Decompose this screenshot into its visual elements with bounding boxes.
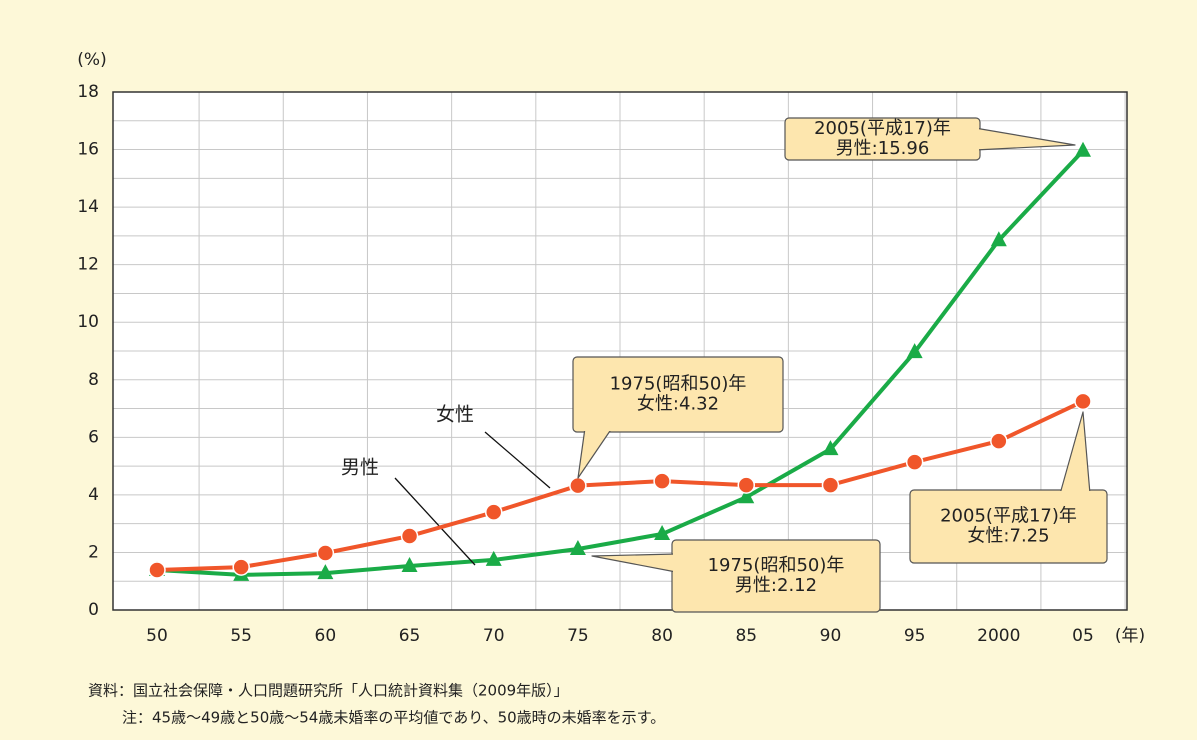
note: 注：45歳～49歳と50歳～54歳未婚率の平均値であり、50歳時の未婚率を示す。 (122, 709, 665, 727)
y-tick-label: 16 (77, 140, 99, 160)
x-tick-label: 2000 (977, 626, 1020, 646)
marker-circle (316, 544, 335, 562)
marker-circle (653, 472, 671, 490)
label-leader (394, 477, 476, 566)
callout-text: 2005(平成17)年 (940, 506, 1077, 527)
plot-frame (112, 91, 1128, 611)
x-tick-label: 55 (230, 626, 252, 646)
callout-cover (911, 491, 1106, 562)
series-line (156, 399, 1084, 572)
marker-triangle (654, 525, 671, 541)
series-label: 男性 (341, 457, 379, 479)
marker-circle (400, 527, 419, 545)
callout-pointer (1059, 411, 1091, 495)
y-tick-label: 6 (88, 427, 99, 447)
x-tick-label: 85 (735, 626, 757, 646)
series-label: 女性 (436, 404, 474, 426)
marker-triangle (990, 231, 1007, 247)
label-leader (484, 431, 551, 489)
marker-triangle (485, 550, 502, 566)
marker-triangle (401, 556, 418, 572)
callout: 1975(昭和50)年男性:2.12 (591, 539, 881, 613)
marker-circle (484, 503, 503, 521)
x-tick-label: 05 (1072, 626, 1094, 646)
marker-circle (821, 476, 840, 494)
x-tick-label: 90 (820, 626, 842, 646)
callout: 2005(平成17)年女性:7.25 (909, 411, 1108, 564)
x-tick-label: 50 (146, 626, 168, 646)
callout-text: 女性:7.25 (967, 526, 1049, 547)
marker-circle (1074, 392, 1092, 411)
marker-triangle (738, 488, 755, 504)
y-tick-label: 18 (77, 82, 99, 102)
x-tick-label: 95 (904, 626, 926, 646)
marker-triangle (906, 343, 923, 359)
callout-pointer (591, 553, 677, 573)
callout: 1975(昭和50)年女性:4.32 (572, 356, 784, 479)
callout-cover (786, 119, 979, 159)
marker-circle (232, 558, 250, 576)
callout-text: 女性:4.32 (637, 394, 719, 415)
y-tick-label: 2 (88, 542, 99, 562)
marker-triangle (822, 440, 839, 456)
y-axis-label: (%) (77, 50, 106, 70)
callout-text: 男性:15.96 (836, 138, 930, 159)
callout-pointer (974, 127, 1076, 151)
callout-text: 2005(平成17)年 (814, 118, 951, 139)
marker-triangle (1075, 141, 1091, 157)
x-tick-label: 65 (399, 626, 421, 646)
marker-triangle (569, 539, 586, 555)
callout-text: 1975(昭和50)年 (708, 555, 845, 576)
series-line (156, 149, 1085, 577)
callout-cover (673, 541, 879, 611)
y-tick-label: 8 (88, 370, 99, 390)
y-tick-label: 10 (77, 312, 99, 332)
callout: 2005(平成17)年男性:15.96 (784, 117, 1076, 161)
y-tick-label: 0 (88, 600, 99, 620)
callout-text: 男性:2.12 (735, 575, 817, 596)
marker-circle (990, 432, 1008, 450)
marker-circle (148, 561, 166, 579)
y-tick-label: 12 (77, 255, 99, 275)
x-tick-label: 75 (567, 626, 589, 646)
marker-triangle (317, 564, 334, 580)
callout-text: 1975(昭和50)年 (610, 374, 747, 395)
x-tick-label: 60 (315, 626, 337, 646)
marker-circle (737, 476, 756, 494)
y-tick-label: 4 (88, 485, 99, 505)
callout-cover (574, 358, 782, 431)
callout-pointer (577, 427, 613, 479)
x-axis-label: (年) (1115, 626, 1145, 646)
x-tick-label: 80 (651, 626, 673, 646)
marker-circle (569, 476, 587, 495)
source-note: 資料：国立社会保障・人口問題研究所「人口統計資料集（2009年版）」 (88, 682, 569, 700)
marker-circle (905, 453, 924, 471)
x-tick-label: 70 (483, 626, 505, 646)
y-tick-label: 14 (77, 197, 99, 217)
